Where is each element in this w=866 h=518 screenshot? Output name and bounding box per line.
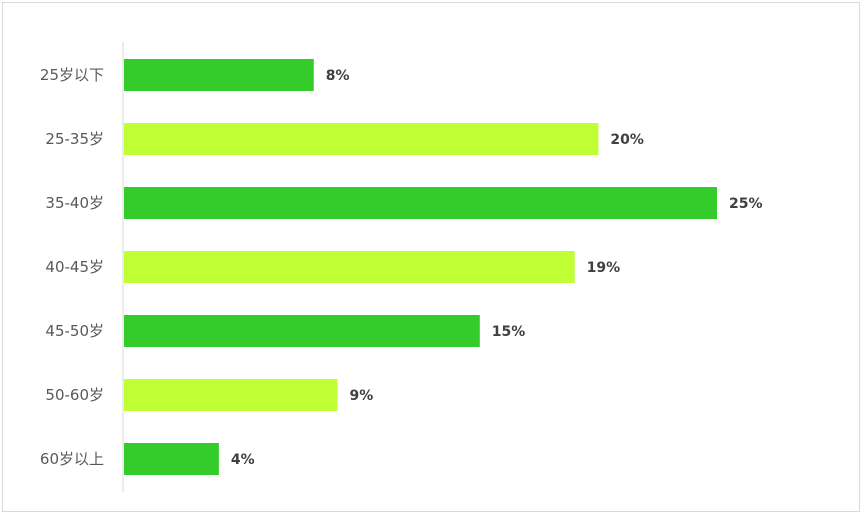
data-label: 4% — [231, 452, 255, 468]
bars-layer: 25岁以下 8% 25-35岁 20% 35-40岁 25% 40-45岁 19% 45-50岁… — [40, 59, 763, 475]
bar — [124, 187, 717, 219]
data-label: 25% — [729, 196, 763, 212]
category-label: 60岁以上 — [40, 450, 104, 468]
data-label: 20% — [610, 132, 644, 148]
category-label: 40-45岁 — [45, 258, 104, 276]
bar — [124, 443, 219, 475]
bar — [124, 123, 599, 155]
category-label: 25岁以下 — [40, 66, 104, 84]
category-label: 25-35岁 — [45, 130, 104, 148]
data-label: 15% — [492, 324, 526, 340]
data-label: 9% — [349, 388, 373, 404]
bar — [124, 315, 480, 347]
bar — [124, 251, 575, 283]
bar — [124, 59, 314, 91]
data-label: 8% — [326, 68, 350, 84]
category-label: 35-40岁 — [45, 194, 104, 212]
bar — [124, 379, 338, 411]
category-label: 45-50岁 — [45, 322, 104, 340]
category-label: 50-60岁 — [45, 386, 104, 404]
data-label: 19% — [587, 260, 621, 276]
